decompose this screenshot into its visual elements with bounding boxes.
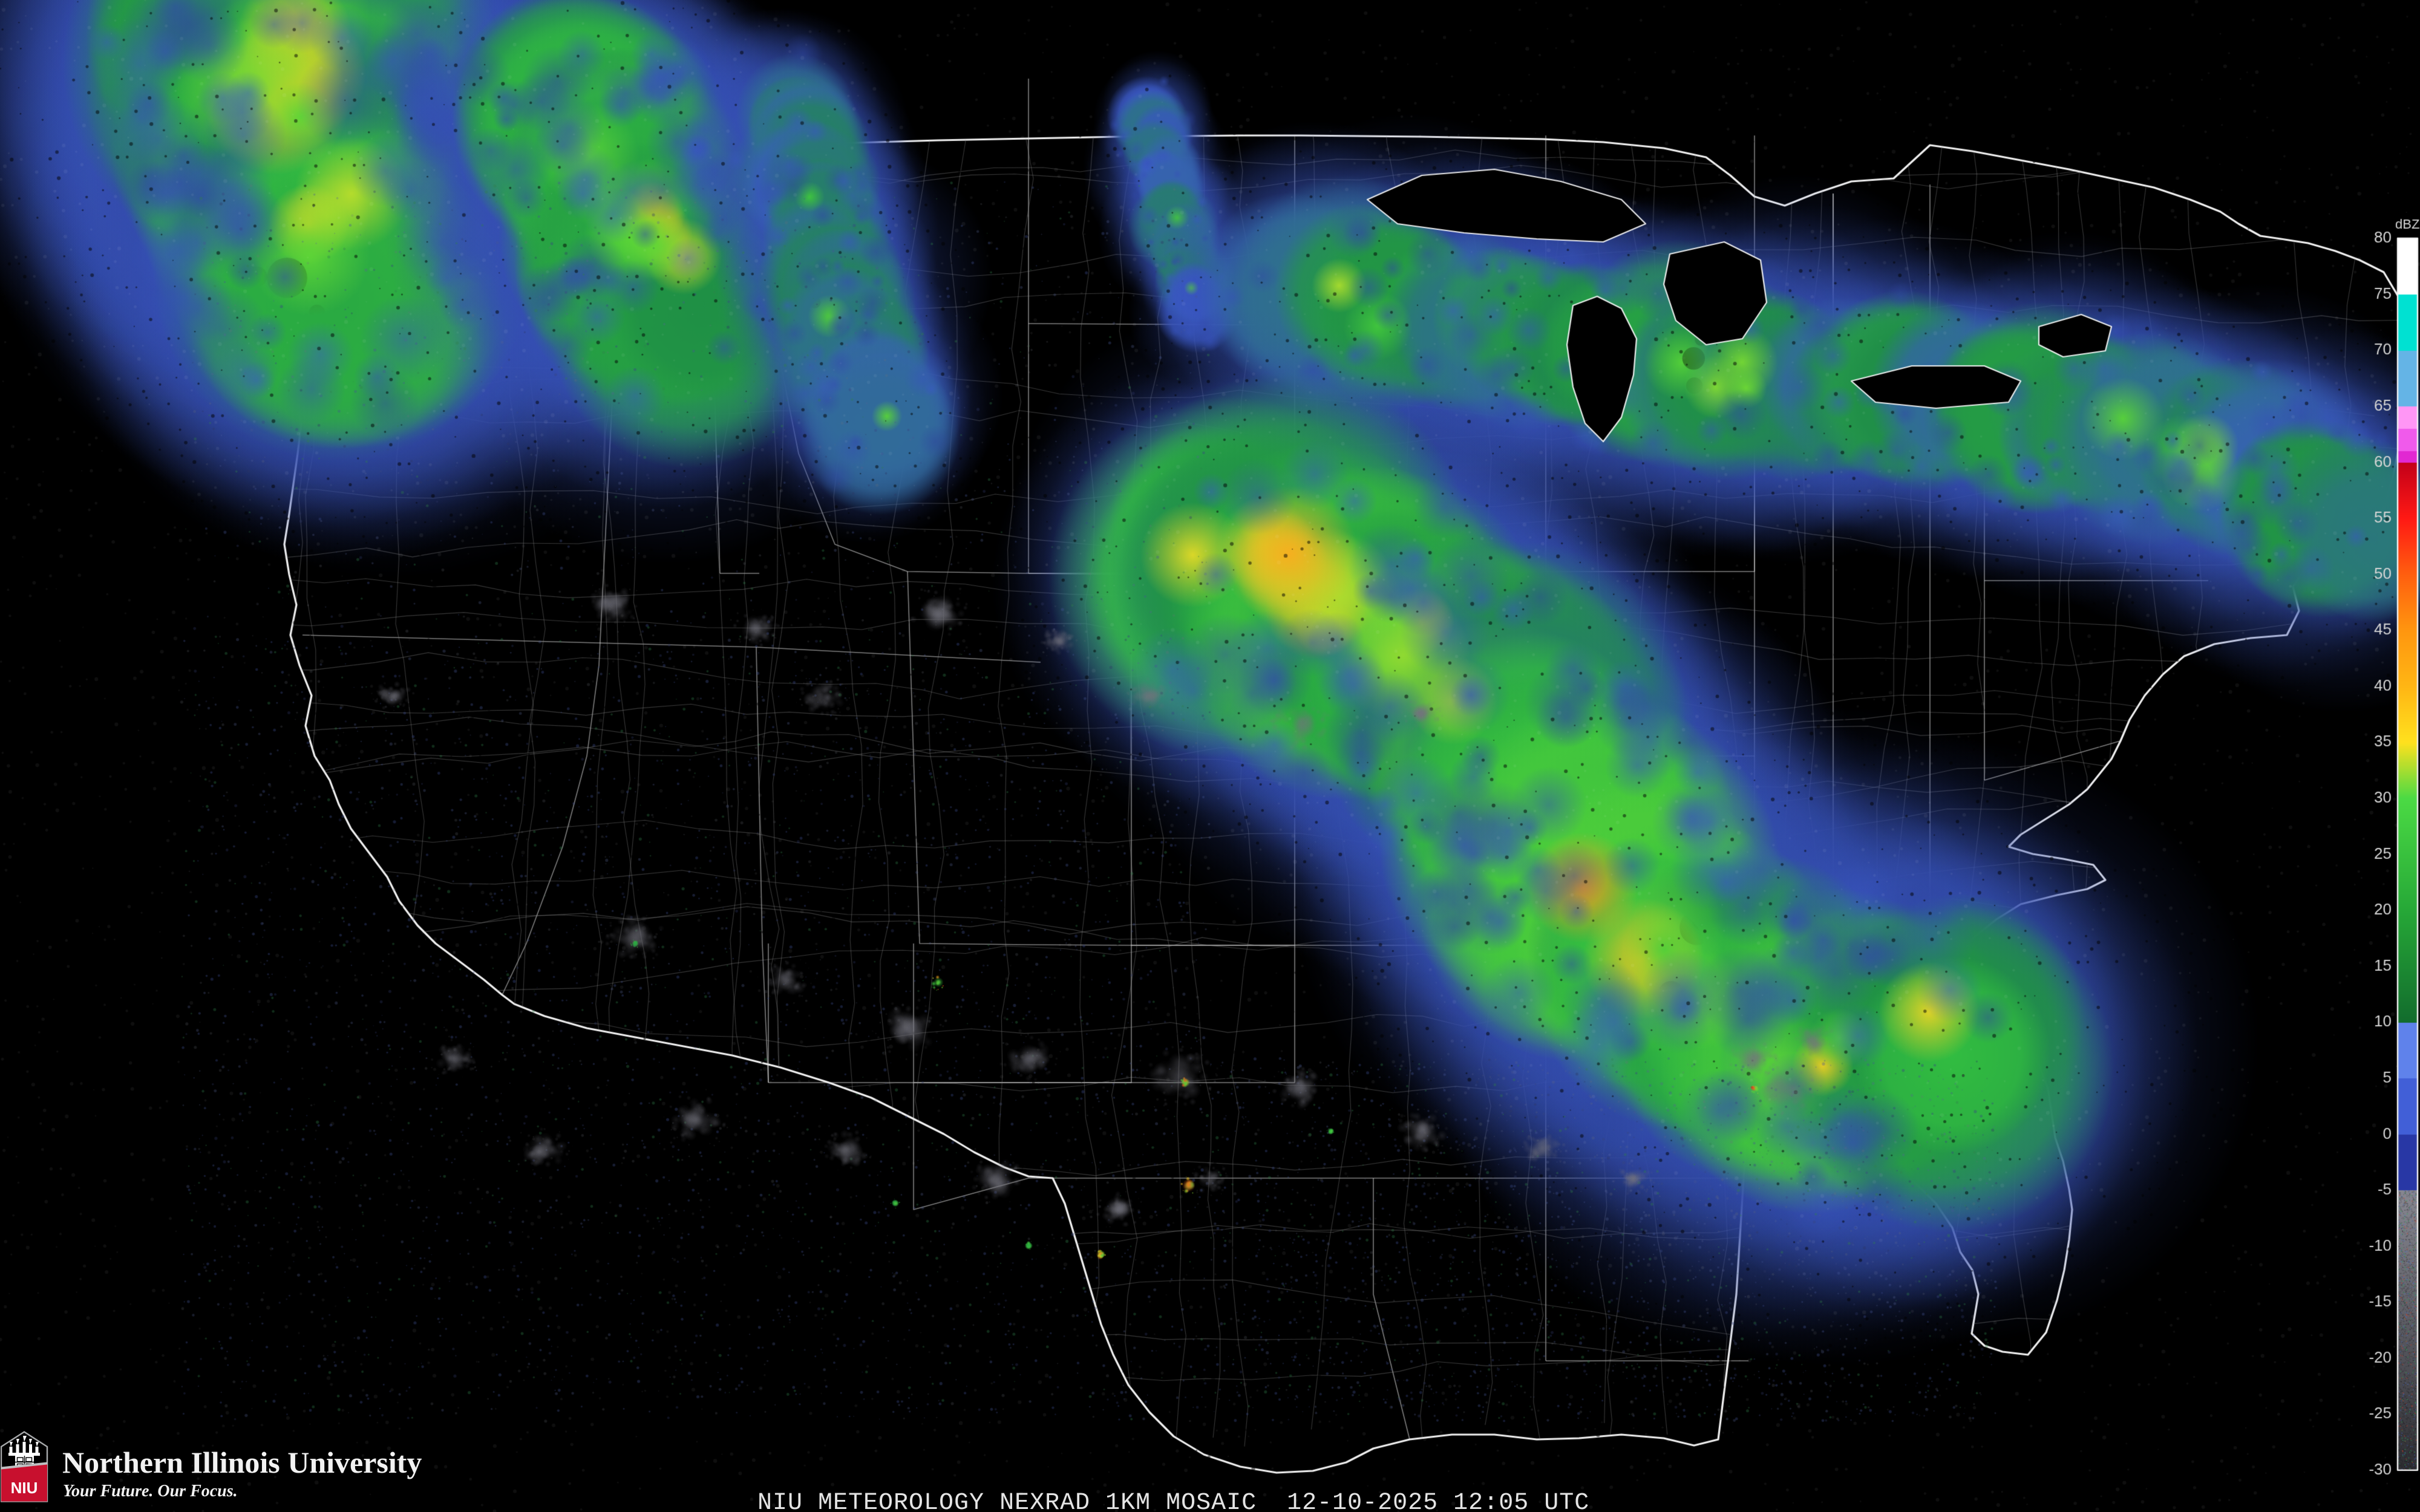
svg-text:NIU: NIU	[11, 1479, 38, 1497]
